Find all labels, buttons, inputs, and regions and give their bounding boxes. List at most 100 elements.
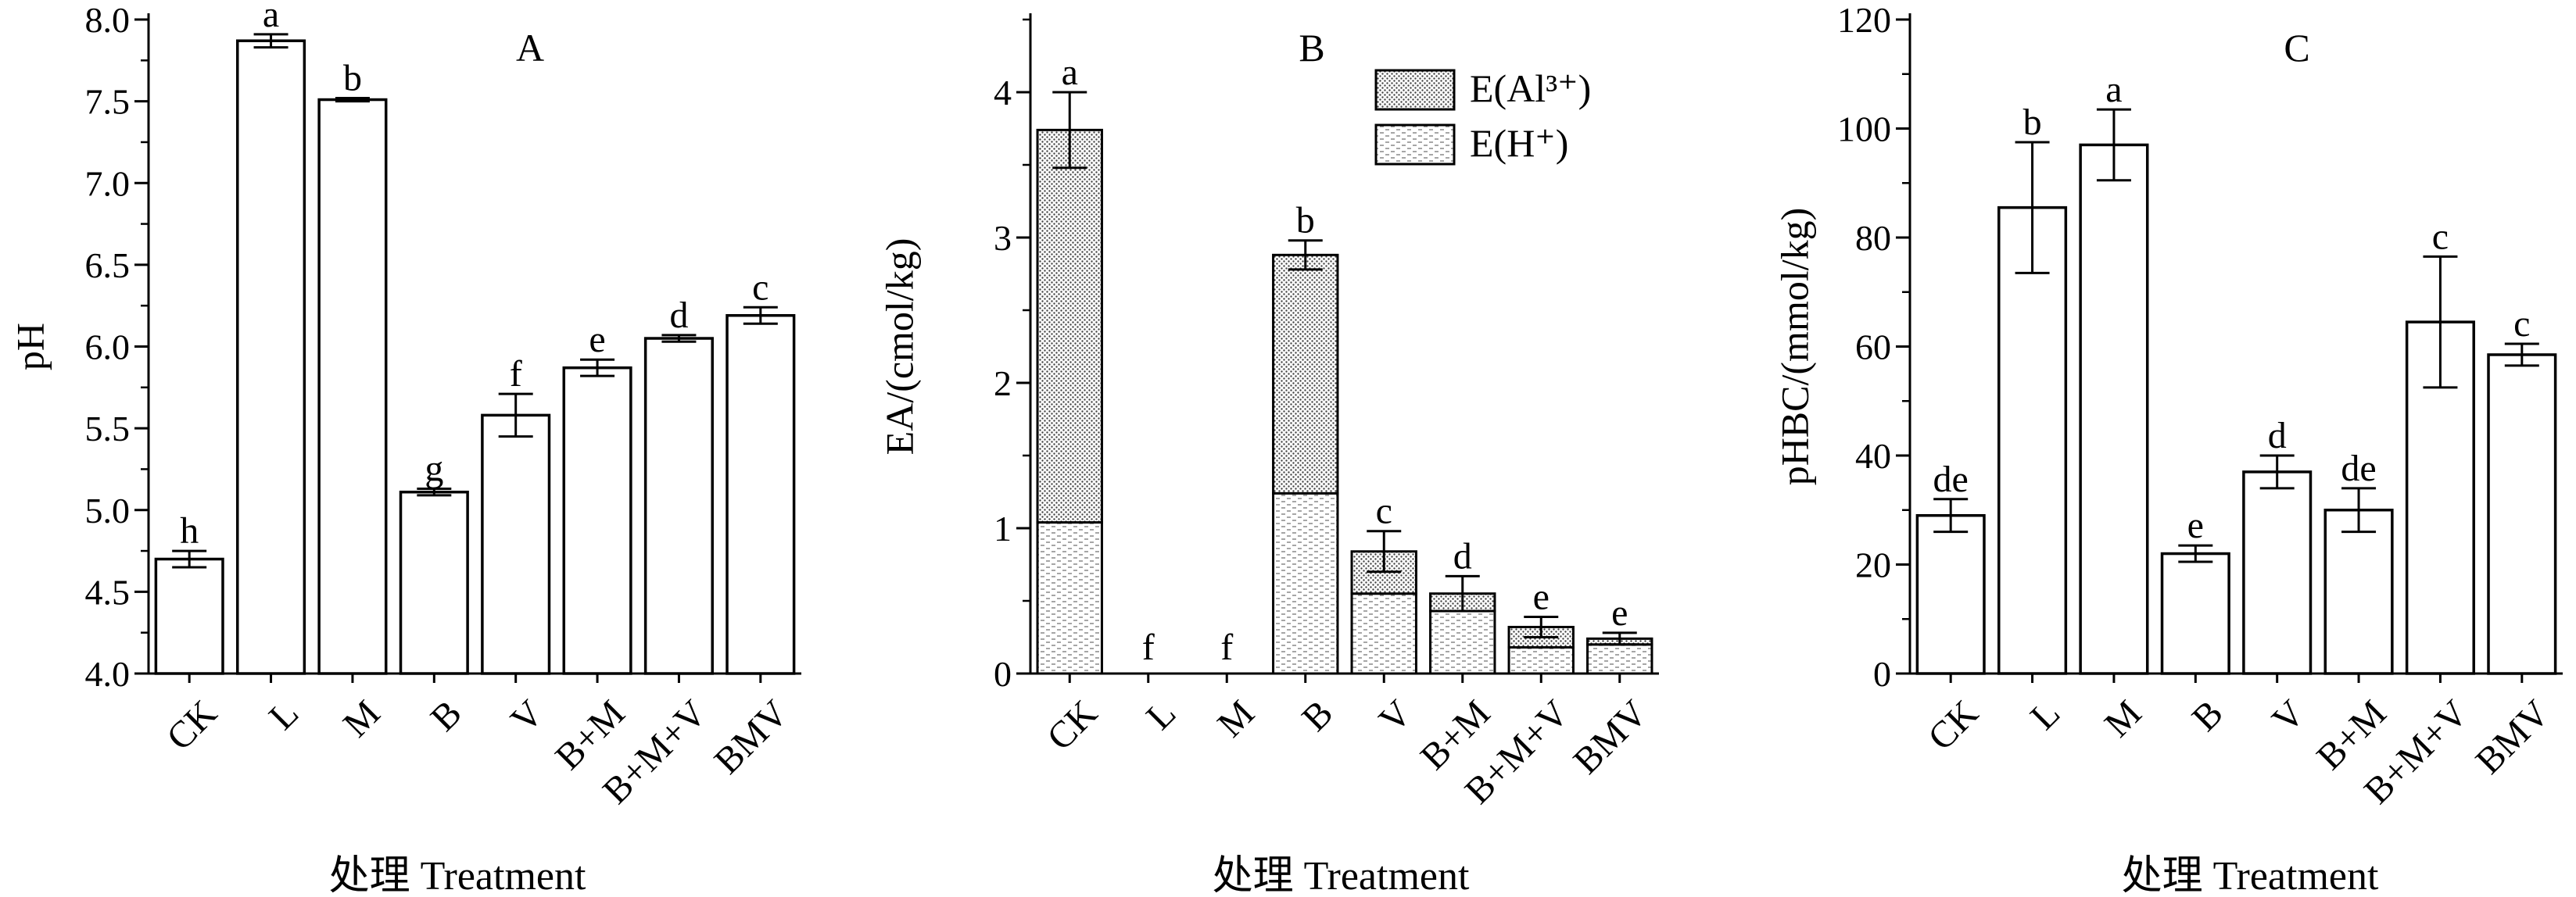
bar-h-segment: [1350, 592, 1417, 675]
x-tick-label: CK: [1920, 692, 1987, 759]
x-tick-label: L: [1138, 692, 1184, 738]
bar: [562, 366, 632, 675]
x-tick-label: V: [503, 692, 551, 741]
y-tick-label: 4.5: [85, 572, 131, 612]
y-tick-label: 5.0: [85, 491, 131, 531]
significance-letter: f: [1220, 627, 1233, 668]
x-tick-label: CK: [1039, 692, 1105, 759]
bar: [2160, 552, 2230, 675]
significance-letter: d: [2268, 415, 2287, 456]
x-tick-label: B: [2184, 692, 2231, 739]
bar-h-segment: [1272, 491, 1339, 675]
y-tick-label: 8.0: [85, 0, 131, 40]
significance-letter: a: [1062, 52, 1078, 93]
bar: [2242, 470, 2313, 675]
significance-letter: g: [425, 448, 443, 490]
x-tick-label: M: [2097, 692, 2150, 745]
y-tick-label: 40: [1855, 436, 1891, 476]
significance-letter: b: [2023, 102, 2042, 143]
significance-letter: a: [2105, 69, 2122, 110]
y-axis-title: pH: [9, 323, 52, 370]
legend: E(Al³⁺) E(H⁺): [1374, 66, 1591, 166]
y-tick-label: 120: [1837, 0, 1891, 40]
significance-letter: de: [2341, 448, 2376, 489]
significance-letter: c: [752, 266, 769, 308]
x-axis-title: 处理 Treatment: [2122, 854, 2379, 897]
y-tick-label: 20: [1855, 545, 1891, 585]
bar-al-segment: [1036, 128, 1103, 524]
significance-letter: c: [1376, 491, 1392, 532]
y-tick-label: 80: [1855, 218, 1891, 258]
panel-label: A: [516, 26, 544, 70]
y-tick-label: 2: [994, 363, 1012, 403]
bar: [236, 39, 306, 675]
significance-letter: h: [180, 510, 199, 552]
significance-letter: a: [263, 0, 279, 35]
x-tick-label: BMV: [2468, 692, 2558, 782]
x-tick-label: V: [1371, 692, 1420, 741]
y-tick-label: 1: [994, 509, 1012, 549]
bar: [481, 413, 551, 675]
y-tick-label: 6.5: [85, 245, 131, 285]
legend-label-h: E(H⁺): [1470, 121, 1568, 165]
significance-letter: de: [1933, 459, 1969, 500]
bar-al-segment: [1272, 253, 1339, 495]
y-axis-title: EA/(cmol/kg): [878, 238, 922, 456]
significance-letter: c: [2513, 303, 2530, 345]
y-axis-title: pHBC/(mmol/kg): [1773, 208, 1817, 486]
x-tick-label: M: [1209, 692, 1263, 745]
legend-swatch-al: [1374, 69, 1456, 111]
significance-letter: f: [1142, 627, 1155, 668]
bar: [399, 490, 469, 675]
significance-letter: c: [2432, 216, 2449, 257]
significance-letter: e: [1611, 592, 1628, 634]
x-tick-label: L: [2022, 692, 2068, 738]
significance-letter: e: [1533, 576, 1550, 617]
y-tick-label: 0: [994, 654, 1012, 694]
significance-letter: d: [669, 295, 688, 336]
bar-h-segment: [1586, 643, 1653, 675]
bar: [154, 557, 224, 675]
significance-letter: d: [1453, 535, 1472, 577]
legend-label-al: E(Al³⁺): [1470, 66, 1591, 110]
significance-letter: e: [589, 319, 605, 360]
panel-label: C: [2284, 26, 2309, 70]
bar: [1915, 513, 1986, 675]
panel-label: B: [1299, 26, 1324, 70]
y-tick-label: 6.0: [85, 327, 131, 367]
significance-letter: e: [2187, 505, 2204, 546]
bar-h-segment: [1036, 521, 1103, 675]
x-tick-label: BMV: [707, 692, 797, 782]
x-tick-label: CK: [159, 692, 225, 759]
x-axis-title: 处理 Treatment: [1213, 854, 1470, 897]
legend-swatch-h: [1374, 123, 1456, 166]
significance-letter: f: [510, 353, 522, 395]
x-tick-label: L: [261, 692, 306, 738]
x-axis-title: 处理 Treatment: [329, 854, 586, 897]
bar-h-segment: [1507, 646, 1575, 675]
y-tick-label: 3: [994, 218, 1012, 258]
y-tick-label: 60: [1855, 327, 1891, 367]
bar-h-segment: [1429, 609, 1496, 675]
x-tick-label: B: [1294, 692, 1341, 739]
y-tick-label: 7.5: [85, 82, 131, 122]
bar: [2323, 509, 2394, 675]
significance-letter: b: [343, 57, 362, 98]
x-tick-label: B: [423, 692, 470, 739]
bar: [643, 337, 714, 675]
panel-c-buffering-capacity-chart: 020406080100120deCKbLaMeBdVdeB+McB+M+VcB…: [1773, 0, 2563, 897]
bar: [317, 98, 388, 675]
y-tick-label: 100: [1837, 109, 1891, 149]
bar: [2079, 143, 2149, 675]
panel-a-ph-chart: 4.0 4.5 5.0 5.5 6.0 6.5 7.0 7.5 8.0 h CK a Lb Mg Bf Ve B…: [9, 0, 801, 897]
y-tick-label: 5.5: [85, 409, 131, 448]
bar: [2487, 353, 2557, 675]
y-tick-label: 7.0: [85, 163, 131, 203]
bar: [1997, 205, 2068, 675]
y-tick-label: 4: [994, 73, 1012, 113]
y-tick-label: 0: [1873, 654, 1891, 694]
x-tick-label: M: [335, 692, 389, 745]
x-tick-label: V: [2264, 692, 2313, 741]
